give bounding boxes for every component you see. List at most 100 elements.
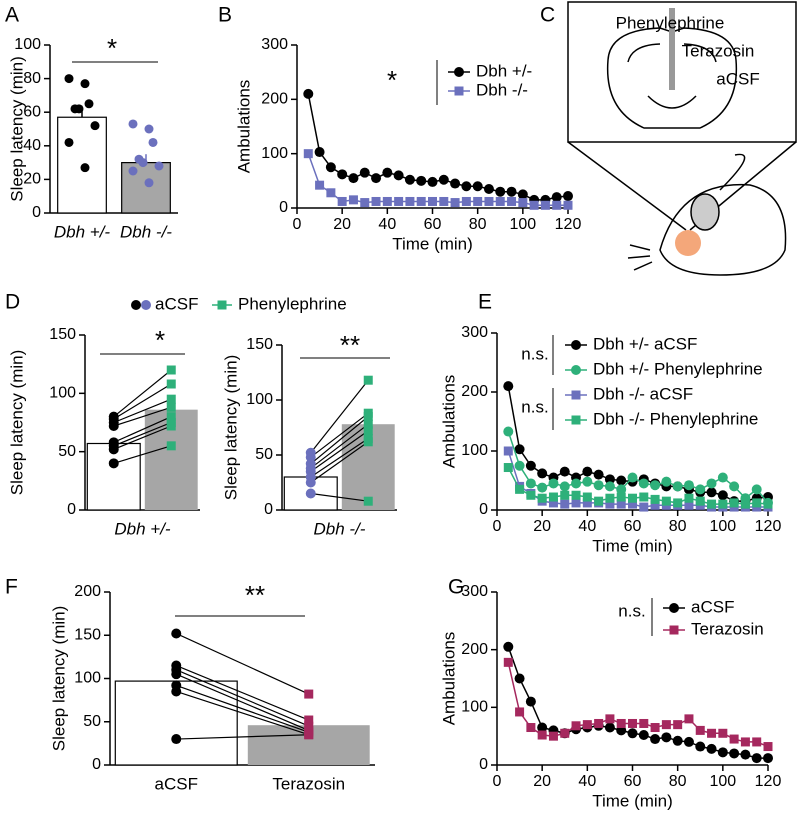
marker: [314, 147, 325, 158]
marker: [537, 722, 548, 733]
marker: [503, 463, 513, 473]
pair-line: [113, 425, 172, 450]
marker: [548, 478, 559, 489]
marker: [525, 478, 536, 489]
legend-marker: [141, 300, 151, 310]
marker: [483, 183, 494, 194]
x-tick-label: 60: [624, 518, 642, 535]
pair-line: [310, 430, 369, 472]
marker: [166, 394, 176, 404]
marker: [639, 492, 649, 502]
marker: [627, 472, 638, 483]
marker: [382, 167, 393, 178]
x-tick-label: 40: [578, 773, 596, 790]
marker: [360, 198, 370, 208]
legend-marker: [571, 340, 581, 350]
annotation: n.s.: [521, 397, 548, 416]
legend-marker: [454, 67, 464, 77]
panel-label: F: [5, 576, 18, 599]
marker: [605, 714, 615, 724]
marker: [473, 196, 483, 206]
annotation: *: [155, 325, 165, 355]
x-tick-label: 40: [378, 216, 396, 233]
marker: [707, 728, 717, 738]
marker: [503, 641, 514, 652]
cannula: [669, 8, 675, 90]
marker: [304, 730, 314, 740]
diagram-label: Phenylephrine: [616, 13, 725, 32]
mouse-ear: [690, 193, 720, 231]
marker: [672, 735, 683, 746]
pair-line: [113, 383, 172, 420]
marker: [571, 490, 581, 500]
marker: [763, 742, 773, 752]
marker: [348, 173, 359, 184]
data-point: [80, 79, 90, 89]
marker: [616, 499, 626, 509]
marker: [729, 748, 740, 759]
marker: [304, 689, 314, 699]
marker: [638, 478, 649, 489]
data-point: [128, 119, 138, 129]
y-tick-label: 100: [49, 385, 76, 402]
marker: [695, 496, 705, 506]
marker: [684, 500, 694, 510]
diagram-label: aCSF: [716, 69, 759, 88]
pair-line: [113, 369, 172, 418]
marker: [404, 174, 415, 185]
marker: [684, 493, 694, 503]
legend-label: Dbh -/- aCSF: [593, 384, 693, 403]
marker: [616, 492, 626, 502]
x-tick-label: 80: [469, 216, 487, 233]
marker: [472, 181, 483, 192]
x-axis-label: Time (min): [592, 791, 673, 810]
marker: [729, 481, 740, 492]
zoom-line: [567, 141, 687, 231]
mouse-tail: [719, 153, 746, 191]
marker: [717, 490, 728, 501]
marker: [751, 753, 762, 764]
y-tick-label: 0: [479, 756, 488, 773]
annotation: **: [340, 330, 360, 360]
marker: [559, 481, 570, 492]
marker: [571, 721, 581, 731]
x-tick-label: Dbh +/-: [54, 222, 111, 241]
marker: [371, 196, 381, 206]
panel-label: D: [5, 291, 20, 314]
marker: [548, 731, 558, 741]
marker: [439, 196, 449, 206]
series-line: [507, 646, 768, 759]
pair-line: [113, 445, 172, 464]
marker: [540, 200, 550, 210]
pair-line: [176, 673, 309, 731]
legend-marker: [669, 603, 679, 613]
marker: [560, 728, 570, 738]
marker: [571, 478, 582, 489]
marker: [706, 743, 717, 754]
marker: [108, 458, 119, 469]
pair-line: [310, 438, 369, 478]
y-tick-label: 0: [92, 756, 101, 773]
marker: [363, 426, 373, 436]
x-tick-label: 0: [293, 216, 302, 233]
x-tick-label: 0: [493, 773, 502, 790]
y-axis-label: Sleep latency (min): [49, 606, 68, 752]
x-tick-label: 120: [755, 773, 782, 790]
marker: [639, 718, 649, 728]
marker: [416, 196, 426, 206]
annotation: **: [245, 580, 265, 610]
pair-line: [176, 684, 309, 733]
marker: [582, 466, 593, 477]
marker: [363, 419, 373, 429]
data-point: [90, 121, 100, 131]
x-tick-label: 0: [493, 518, 502, 535]
marker: [695, 741, 706, 752]
marker: [303, 88, 314, 99]
marker: [717, 747, 728, 758]
marker: [537, 482, 548, 493]
y-tick-label: 100: [461, 442, 488, 459]
marker: [325, 162, 336, 173]
y-tick-label: 0: [479, 501, 488, 518]
marker: [166, 441, 176, 451]
